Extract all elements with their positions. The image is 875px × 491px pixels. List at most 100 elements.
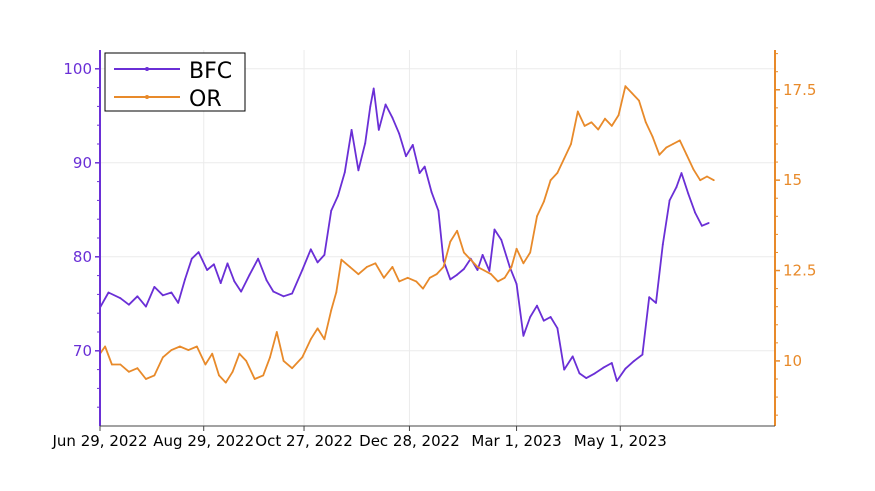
data-point-or bbox=[449, 240, 452, 243]
data-point-bfc bbox=[257, 257, 259, 260]
data-point-bfc bbox=[585, 377, 588, 379]
data-point-or bbox=[658, 153, 661, 156]
data-point-bfc bbox=[675, 186, 678, 189]
data-point-bfc bbox=[170, 291, 173, 294]
data-point-or bbox=[415, 280, 418, 283]
data-point-bfc bbox=[529, 316, 532, 318]
data-point-or bbox=[301, 356, 304, 359]
data-point-bfc bbox=[350, 129, 353, 131]
data-point-bfc bbox=[687, 192, 690, 195]
y-left-tick-label: 90 bbox=[73, 154, 92, 172]
data-point-bfc bbox=[213, 263, 215, 266]
data-point-bfc bbox=[423, 165, 426, 168]
data-point-or bbox=[576, 110, 579, 113]
data-point-bfc bbox=[233, 280, 236, 283]
data-point-bfc bbox=[145, 305, 147, 308]
data-point-or bbox=[119, 363, 122, 366]
data-point-or bbox=[610, 125, 613, 127]
legend-box bbox=[104, 52, 246, 112]
data-point-or bbox=[153, 374, 156, 377]
data-point-or bbox=[497, 280, 499, 283]
data-point-or bbox=[463, 251, 465, 254]
data-point-bfc bbox=[309, 248, 312, 251]
data-point-bfc bbox=[536, 304, 538, 307]
data-point-or bbox=[583, 125, 586, 127]
data-point-or bbox=[692, 168, 695, 171]
data-point-or bbox=[665, 146, 668, 149]
data-point-bfc bbox=[219, 282, 222, 284]
data-point-bfc bbox=[364, 142, 367, 145]
data-point-or bbox=[712, 179, 715, 182]
data-point-or bbox=[357, 273, 360, 276]
data-point-or bbox=[570, 143, 572, 145]
data-point-bfc bbox=[197, 251, 200, 254]
data-point-or bbox=[604, 117, 606, 120]
data-point-or bbox=[549, 179, 552, 182]
data-point-bfc bbox=[377, 129, 380, 131]
y-right-tick-label: 12.5 bbox=[783, 262, 816, 280]
data-point-bfc bbox=[593, 372, 596, 375]
data-point-bfc bbox=[522, 334, 525, 337]
data-point-bfc bbox=[624, 367, 627, 370]
data-point-or bbox=[136, 367, 139, 370]
data-point-bfc bbox=[240, 290, 243, 293]
data-point-bfc bbox=[206, 269, 209, 271]
y-left-tick-label: 70 bbox=[73, 342, 92, 360]
data-point-bfc bbox=[661, 243, 664, 246]
data-point-bfc bbox=[456, 273, 458, 276]
data-point-or bbox=[503, 276, 506, 279]
data-point-or bbox=[556, 172, 559, 174]
data-point-bfc bbox=[337, 194, 339, 197]
data-point-or bbox=[231, 370, 234, 373]
data-point-or bbox=[563, 157, 566, 160]
data-point-bfc bbox=[323, 254, 326, 256]
data-point-or bbox=[269, 356, 271, 359]
data-point-or bbox=[435, 273, 438, 276]
data-point-bfc bbox=[177, 302, 180, 304]
data-point-bfc bbox=[680, 172, 683, 175]
data-point-or bbox=[536, 215, 538, 218]
data-point-bfc bbox=[272, 290, 275, 293]
data-point-or bbox=[335, 291, 338, 294]
data-point-or bbox=[490, 273, 492, 276]
data-point-bfc bbox=[357, 169, 360, 172]
data-point-or bbox=[145, 378, 147, 380]
data-point-or bbox=[469, 258, 472, 261]
x-tick-label: Mar 1, 2023 bbox=[471, 432, 561, 450]
data-point-or bbox=[442, 266, 445, 268]
data-point-or bbox=[309, 338, 312, 341]
data-point-bfc bbox=[184, 278, 186, 281]
data-point-bfc bbox=[701, 224, 703, 227]
data-point-or bbox=[349, 266, 351, 268]
data-point-or bbox=[638, 99, 640, 102]
x-tick-label: Dec 28, 2022 bbox=[359, 432, 460, 450]
data-point-bfc bbox=[226, 262, 229, 265]
data-point-bfc bbox=[616, 380, 618, 382]
data-point-bfc bbox=[707, 222, 710, 224]
data-point-bfc bbox=[119, 297, 122, 300]
data-point-bfc bbox=[442, 259, 445, 262]
data-point-or bbox=[529, 251, 532, 254]
data-point-bfc bbox=[316, 261, 319, 264]
data-point-or bbox=[316, 327, 319, 330]
data-point-or bbox=[253, 378, 256, 380]
data-point-bfc bbox=[500, 239, 503, 241]
data-point-or bbox=[238, 352, 241, 355]
data-point-bfc bbox=[481, 254, 484, 256]
data-point-or bbox=[631, 92, 634, 95]
data-point-or bbox=[245, 360, 248, 362]
y-left-tick-label: 80 bbox=[73, 248, 92, 266]
data-point-or bbox=[672, 143, 674, 145]
data-point-or bbox=[398, 280, 401, 283]
data-point-bfc bbox=[610, 362, 613, 364]
data-point-bfc bbox=[641, 353, 644, 356]
data-point-bfc bbox=[515, 283, 518, 285]
data-point-or bbox=[510, 266, 513, 268]
legend-label-or: OR bbox=[189, 87, 222, 112]
data-point-or bbox=[366, 266, 368, 268]
data-point-or bbox=[211, 352, 214, 355]
data-point-bfc bbox=[190, 257, 193, 260]
data-point-or bbox=[262, 374, 265, 377]
data-point-bfc bbox=[391, 116, 394, 119]
data-point-or bbox=[383, 276, 385, 279]
